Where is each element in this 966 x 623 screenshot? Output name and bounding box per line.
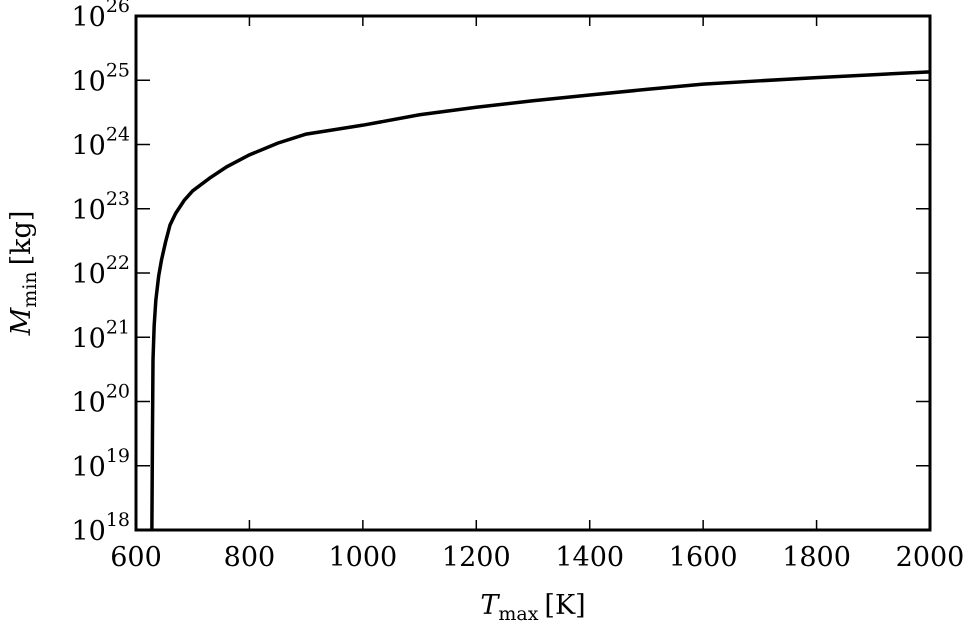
tick-base: 10 (71, 131, 105, 162)
label-unit: [K] (544, 590, 585, 621)
label-symbol: T (480, 590, 500, 621)
tick-base: 10 (71, 452, 105, 483)
y-tick-label: 1018 (71, 509, 130, 547)
x-tick-label: 2000 (896, 542, 965, 573)
tick-base: 10 (71, 516, 105, 547)
y-tick-label: 1019 (71, 445, 130, 483)
tick-exponent: 18 (106, 509, 130, 531)
x-axis-label: Tmax [K] (480, 590, 585, 623)
tick-base: 10 (71, 388, 105, 419)
tick-exponent: 19 (106, 445, 130, 467)
y-tick-label: 1023 (71, 188, 130, 226)
label-symbol: M (6, 306, 37, 336)
tick-exponent: 25 (106, 59, 130, 81)
x-tick-label: 1000 (328, 542, 397, 573)
tick-base: 10 (71, 259, 105, 290)
x-tick-label: 800 (224, 542, 276, 573)
y-axis-label: Mmin [kg] (6, 211, 41, 337)
tick-base: 10 (71, 323, 105, 354)
x-tick-label: 1400 (555, 542, 624, 573)
line (150, 70, 930, 530)
tick-exponent: 22 (106, 252, 130, 274)
y-tick-label: 1022 (71, 252, 130, 290)
x-tick-label: 1600 (669, 542, 738, 573)
y-tick-label: 1024 (71, 124, 130, 162)
x-tick-label: 1800 (782, 542, 851, 573)
tick-base: 10 (71, 66, 105, 97)
tick-exponent: 23 (106, 188, 130, 210)
label-unit: [kg] (6, 211, 37, 266)
tick-exponent: 24 (106, 124, 130, 146)
y-tick-label: 1021 (71, 316, 130, 354)
tick-exponent: 20 (106, 381, 130, 403)
tick-base: 10 (71, 195, 105, 226)
x-tick-label: 600 (110, 542, 162, 573)
y-tick-label: 1026 (71, 0, 130, 33)
label-subscript: max (498, 603, 538, 623)
plot-frame (134, 14, 932, 532)
tick-exponent: 21 (106, 316, 130, 338)
label-subscript: min (19, 271, 41, 307)
tick-base: 10 (71, 2, 105, 33)
tick-exponent: 26 (106, 0, 130, 17)
y-tick-label: 1025 (71, 59, 130, 97)
y-tick-label: 1020 (71, 381, 130, 419)
x-tick-label: 1200 (442, 542, 511, 573)
